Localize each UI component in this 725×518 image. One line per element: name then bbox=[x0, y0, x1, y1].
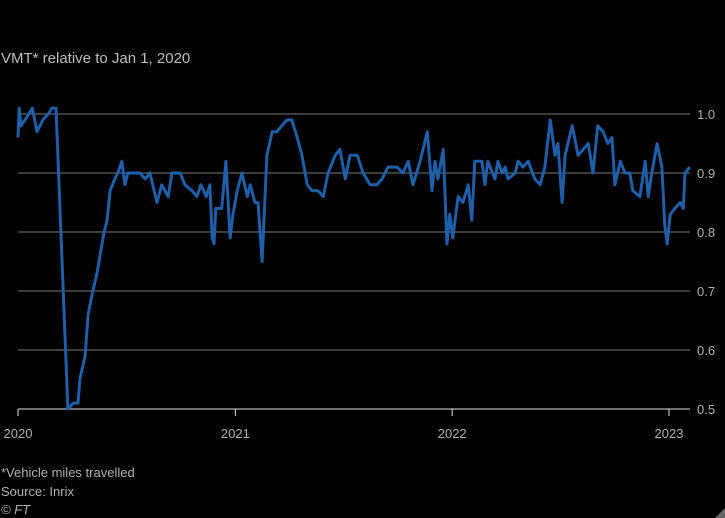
y-tick-label: 0.7 bbox=[697, 284, 715, 299]
x-tick-label: 2020 bbox=[4, 426, 33, 441]
x-tick-label: 2022 bbox=[438, 426, 467, 441]
ft-credit: © FT bbox=[1, 502, 31, 517]
y-tick-label: 0.9 bbox=[697, 166, 715, 181]
y-tick-label: 0.8 bbox=[697, 225, 715, 240]
x-tick-label: 2021 bbox=[221, 426, 250, 441]
source: Source: Inrix bbox=[1, 484, 74, 499]
x-tick-label: 2023 bbox=[655, 426, 684, 441]
gridlines bbox=[17, 113, 690, 416]
series-line bbox=[16, 106, 691, 411]
x-tick-labels: 2020 2021 2022 2023 bbox=[4, 426, 684, 441]
footnote: *Vehicle miles travelled bbox=[1, 465, 135, 480]
y-tick-label: 1.0 bbox=[697, 107, 715, 122]
corner-triangle bbox=[715, 508, 725, 518]
chart-subtitle: VMT* relative to Jan 1, 2020 bbox=[1, 50, 191, 67]
y-tick-label: 0.6 bbox=[697, 343, 715, 358]
y-tick-label: 0.5 bbox=[697, 402, 715, 417]
y-tick-labels: 0.5 0.6 0.7 0.8 0.9 1.0 bbox=[697, 107, 715, 417]
line-chart: 0.5 0.6 0.7 0.8 0.9 1.0 2020 2021 2022 2023 bbox=[4, 106, 715, 441]
